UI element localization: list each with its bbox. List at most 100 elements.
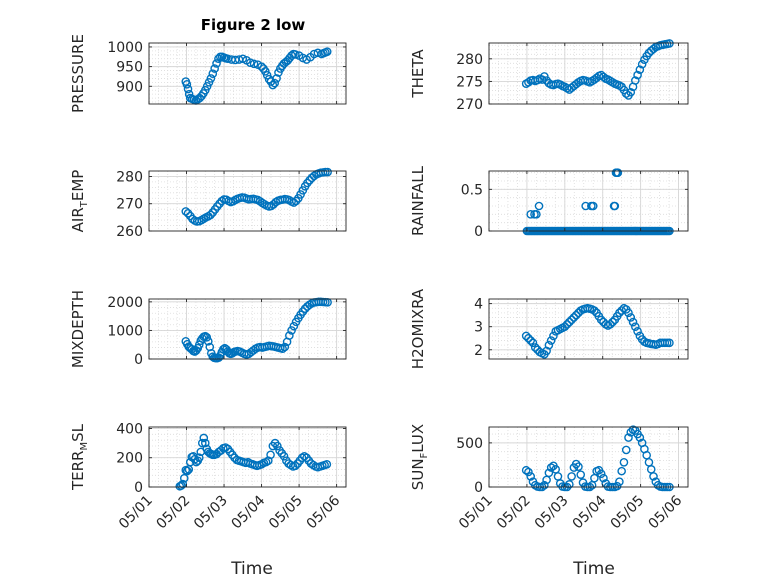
data-point xyxy=(287,326,296,335)
y-tick-label: 280 xyxy=(456,52,483,68)
x-tick-label: 05/02 xyxy=(494,493,534,533)
data-point xyxy=(202,332,212,342)
data-point xyxy=(626,313,636,322)
data-point xyxy=(182,80,192,89)
x-tick-label: 05/06 xyxy=(304,492,344,532)
data-point xyxy=(212,59,221,68)
y-tick-label: 275 xyxy=(456,74,483,90)
x-tick-label: 05/04 xyxy=(570,492,610,532)
axes-frame xyxy=(148,170,347,232)
data-point xyxy=(649,44,658,54)
subplot-grid: 900 950 1000 PRESSURE 270 275 280 THETA 260 270 28… xyxy=(69,34,689,533)
data-point xyxy=(621,445,631,455)
data-point xyxy=(562,320,572,329)
plot-area xyxy=(489,171,688,231)
y-axis-label: AIRTEMP xyxy=(69,170,90,233)
data-point xyxy=(521,465,531,475)
data-point xyxy=(208,69,218,78)
y-tick-label: 0 xyxy=(134,480,143,496)
data-point xyxy=(179,473,189,483)
y-tick-label: 900 xyxy=(116,79,143,95)
data-point xyxy=(289,198,299,207)
y-tick-label: 270 xyxy=(456,97,483,113)
data-point xyxy=(574,462,583,472)
data-point xyxy=(617,466,626,476)
plot-area xyxy=(149,43,346,104)
subplot-h2omixra: 2 3 4 H2OMIXRA xyxy=(409,288,689,369)
x-tick-label: 05/04 xyxy=(229,492,269,532)
x-tick-label: 05/05 xyxy=(608,493,648,533)
x-tick-label: 05/01 xyxy=(116,493,156,533)
y-axis-label: H2OMIXRA xyxy=(409,288,427,369)
data-point xyxy=(571,459,581,469)
data-point xyxy=(199,433,209,443)
x-tick-label: 05/03 xyxy=(191,493,231,533)
axes-frame xyxy=(148,298,347,360)
data-point xyxy=(596,315,606,325)
data-point xyxy=(560,322,570,331)
y-tick-label: 0 xyxy=(134,352,143,368)
data-point xyxy=(532,210,541,219)
data-point xyxy=(298,186,308,195)
data-point xyxy=(279,451,289,461)
data-point xyxy=(203,336,213,346)
subplot-rainfall: 0 0.5 RAINFALL xyxy=(409,165,689,240)
y-axis-label: RAINFALL xyxy=(409,165,427,236)
data-point xyxy=(309,171,319,181)
axes-frame xyxy=(488,170,689,232)
data-point xyxy=(322,460,332,469)
data-point xyxy=(524,333,533,343)
data-point xyxy=(206,210,215,220)
y-tick-label: 950 xyxy=(116,60,143,76)
data-point xyxy=(633,70,642,80)
data-point xyxy=(631,76,640,85)
plot-area xyxy=(489,43,688,104)
data-point xyxy=(280,342,290,352)
plot-area xyxy=(149,427,346,487)
data-point xyxy=(322,47,332,56)
data-point xyxy=(631,322,640,331)
data-point xyxy=(291,461,300,471)
data-point xyxy=(305,175,314,185)
data-point xyxy=(206,74,216,83)
data-point xyxy=(635,65,645,74)
data-point xyxy=(278,344,287,354)
data-point xyxy=(599,473,608,483)
data-point xyxy=(182,466,192,476)
y-axis-label: THETA xyxy=(409,49,427,99)
x-tick-label: 05/03 xyxy=(532,493,572,533)
data-point xyxy=(246,58,255,67)
data-point xyxy=(521,331,531,341)
data-point xyxy=(546,463,556,472)
y-tick-label: 2 xyxy=(474,343,483,359)
axes-frame xyxy=(148,426,347,488)
y-tick-label: 0.5 xyxy=(461,182,483,198)
x-tick-label: 05/02 xyxy=(154,493,194,533)
data-point xyxy=(633,327,642,336)
data-point xyxy=(273,441,282,451)
data-point xyxy=(296,190,305,199)
y-axis-label: PRESSURE xyxy=(69,34,87,113)
x-tick-label: 05/06 xyxy=(646,492,686,532)
data-point xyxy=(323,167,332,177)
data-point xyxy=(530,343,540,352)
data-point xyxy=(176,481,186,490)
y-tick-label: 1000 xyxy=(107,40,143,56)
axes-frame xyxy=(488,42,689,105)
y-tick-label: 280 xyxy=(116,169,143,185)
data-point xyxy=(610,201,620,211)
data-point xyxy=(615,308,624,318)
data-point xyxy=(613,168,623,177)
data-point xyxy=(268,80,278,90)
plot-area xyxy=(489,427,688,487)
data-point xyxy=(183,84,193,94)
data-point xyxy=(626,87,636,97)
data-point xyxy=(649,472,658,481)
data-point xyxy=(544,340,554,350)
y-tick-label: 260 xyxy=(116,224,143,240)
y-tick-label: 4 xyxy=(474,297,483,313)
data-point xyxy=(615,477,624,487)
